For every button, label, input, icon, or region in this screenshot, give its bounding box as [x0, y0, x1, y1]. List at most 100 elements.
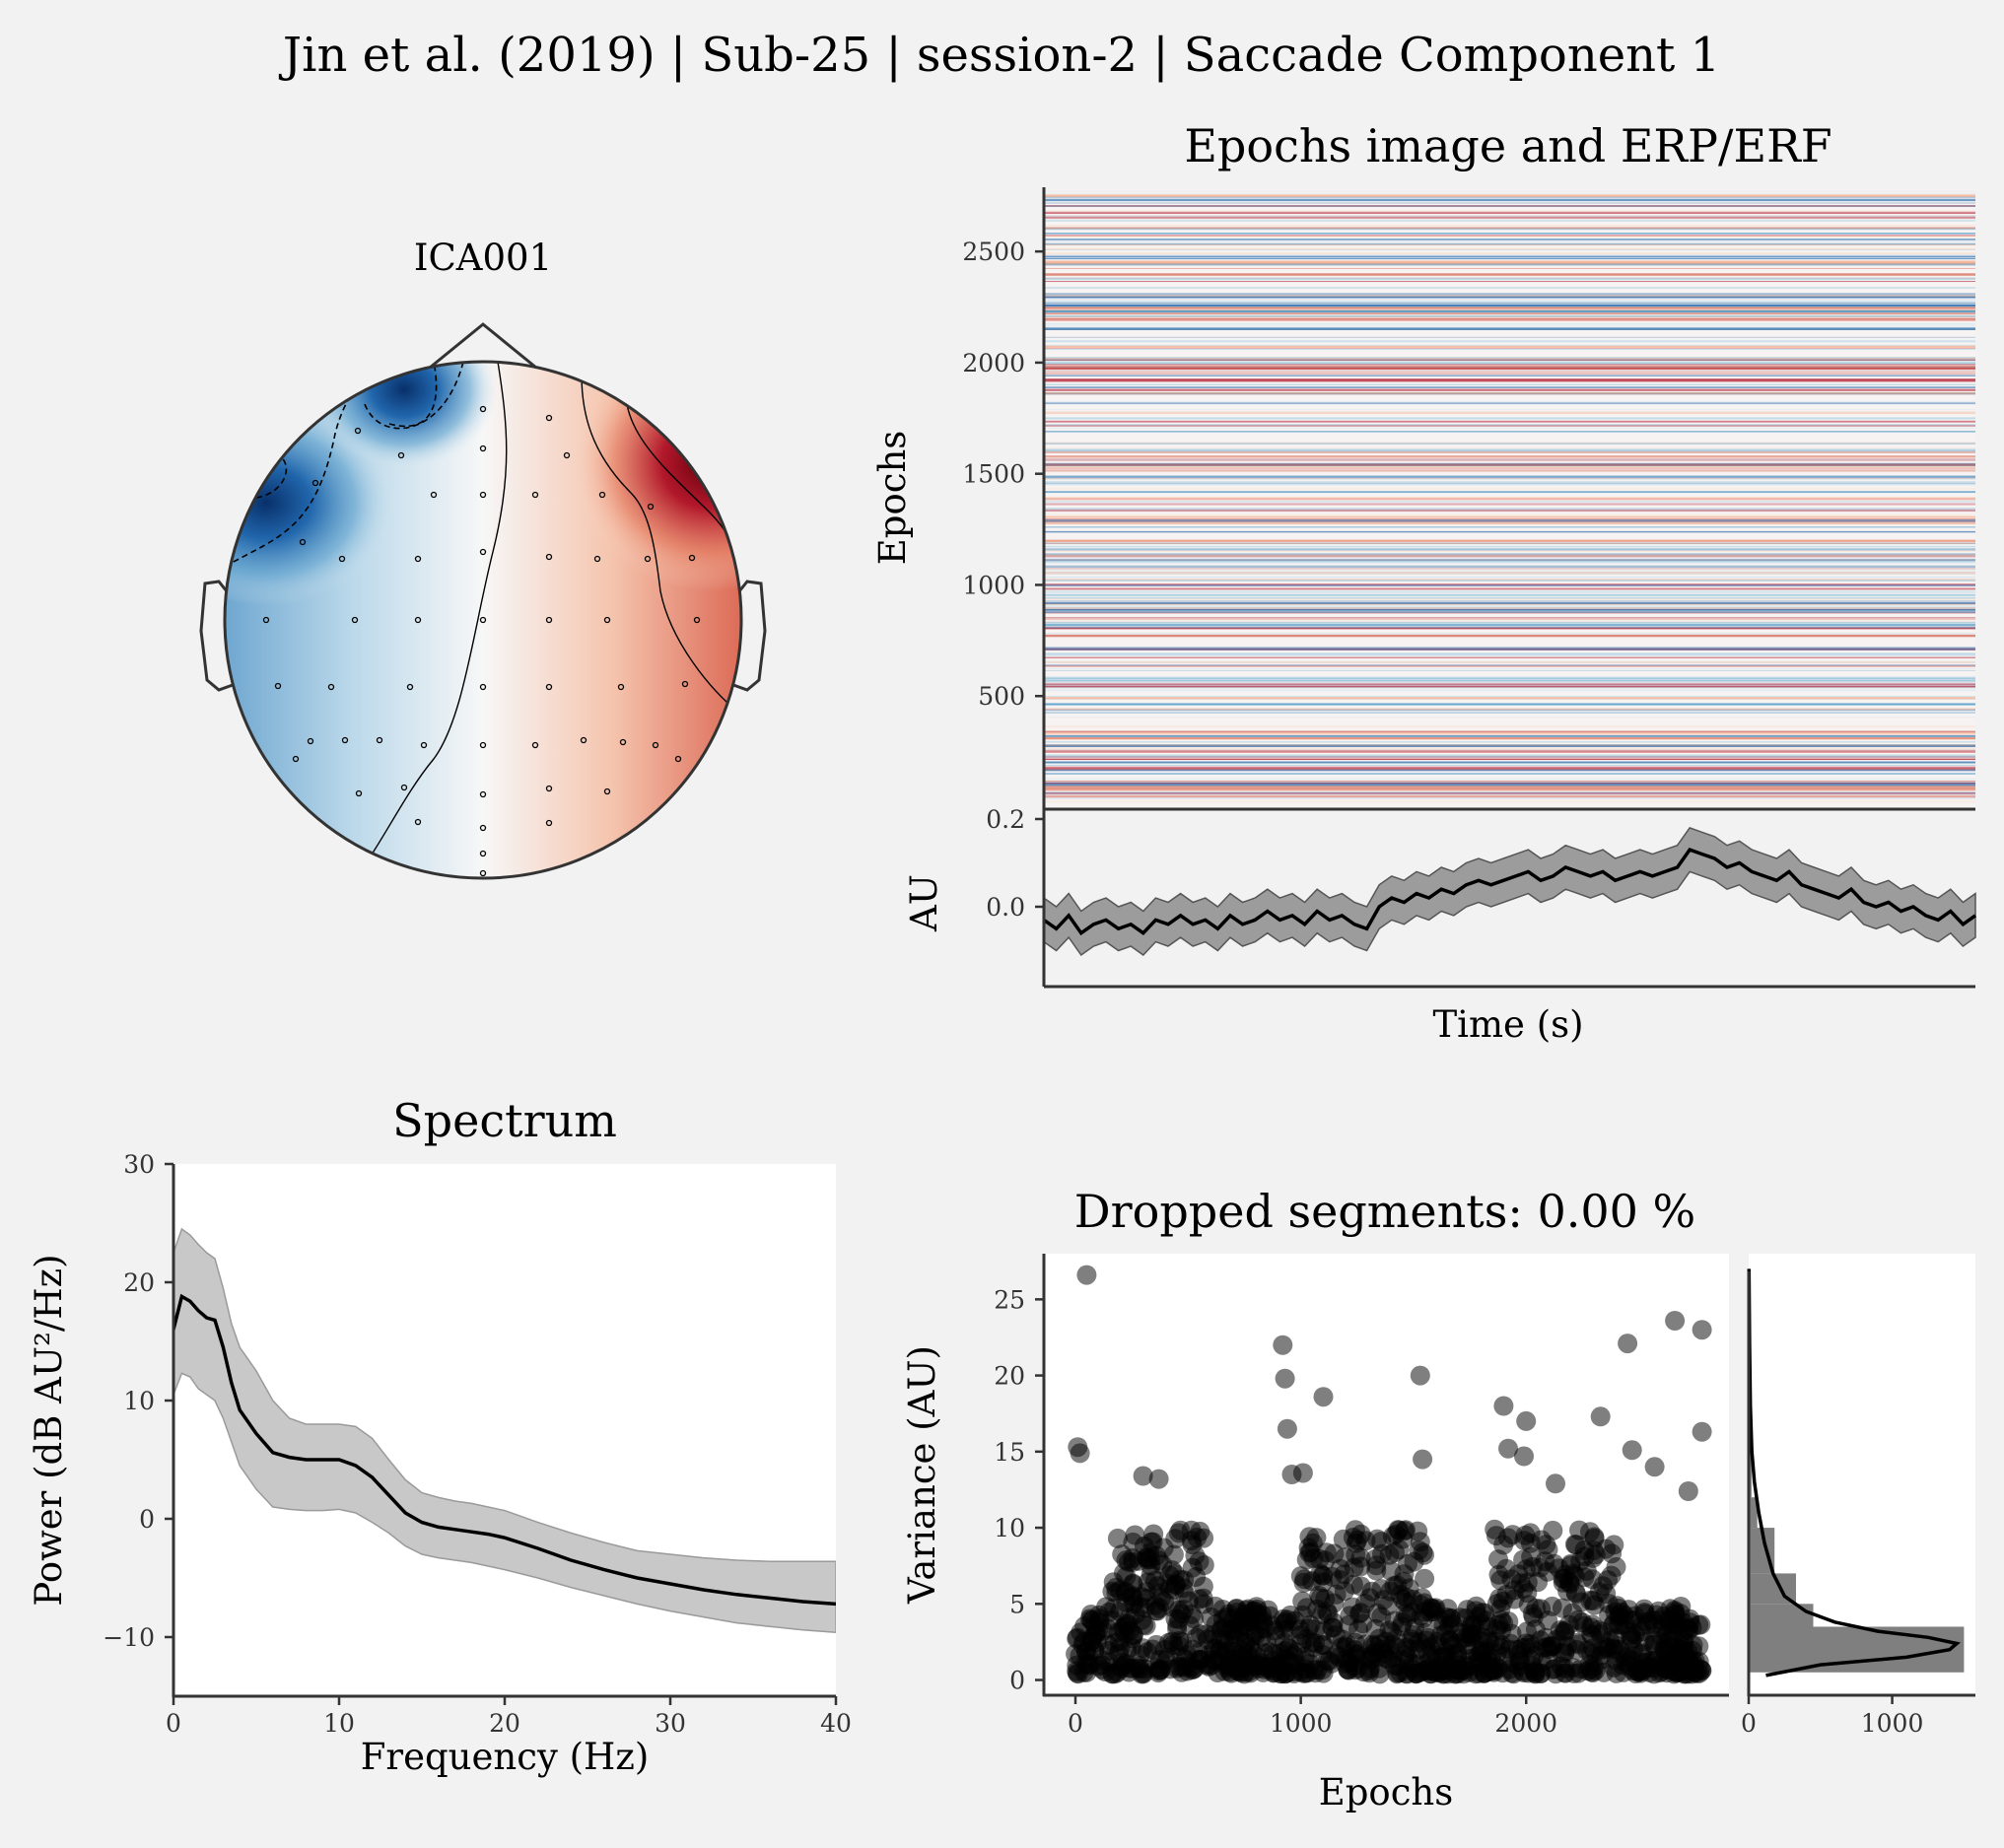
erp-ylabel: AU — [903, 874, 945, 932]
variance-point — [1277, 1418, 1297, 1439]
epoch-stripe — [1044, 267, 1975, 269]
sensor-dot — [563, 451, 571, 459]
epoch-stripe — [1044, 475, 1975, 478]
epoch-stripe — [1044, 212, 1975, 214]
epoch-stripe — [1044, 518, 1975, 520]
epoch-stripe — [1044, 604, 1975, 607]
variance-point — [1286, 1642, 1307, 1663]
variance-point — [1491, 1635, 1512, 1656]
epoch-stripe — [1044, 431, 1975, 433]
topomap-left-ear — [199, 580, 234, 692]
epoch-stripe — [1044, 314, 1975, 317]
epoch-stripe — [1044, 252, 1975, 255]
epoch-stripe — [1044, 297, 1975, 299]
epoch-stripe — [1044, 411, 1975, 415]
epoch-stripe — [1044, 708, 1975, 710]
ytick-label: 30 — [123, 1150, 155, 1179]
epoch-stripe — [1044, 418, 1975, 421]
ytick-label: 5 — [1009, 1590, 1025, 1618]
histogram-kde-line — [1747, 1268, 1961, 1677]
variance-point — [1393, 1529, 1414, 1549]
epoch-stripe — [1044, 687, 1975, 689]
epoch-stripe — [1044, 618, 1975, 621]
sensor-dot — [479, 445, 487, 452]
variance-point — [1163, 1544, 1184, 1565]
sensor-dot — [593, 555, 601, 563]
epoch-stripe — [1044, 357, 1975, 360]
sensor-dot — [351, 616, 359, 624]
variance-point — [1583, 1638, 1603, 1659]
epoch-stripe — [1044, 569, 1975, 572]
epoch-stripe — [1044, 539, 1975, 542]
variance-point — [1612, 1603, 1631, 1622]
variance-point — [1673, 1629, 1693, 1650]
variance-point — [1513, 1579, 1534, 1599]
epoch-stripe — [1044, 784, 1975, 787]
epoch-stripe — [1044, 670, 1975, 671]
epoch-stripe — [1044, 738, 1975, 740]
epoch-stripe — [1044, 626, 1975, 628]
variance-point — [1371, 1607, 1392, 1627]
epoch-stripe — [1044, 661, 1975, 663]
epochs-image-ylabel: Epochs — [871, 431, 914, 566]
epoch-stripe — [1044, 744, 1975, 747]
epoch-stripe — [1044, 740, 1975, 743]
variance-point — [1067, 1627, 1087, 1648]
epoch-stripe — [1044, 565, 1975, 569]
variance-xlabel: Epochs — [1319, 1771, 1454, 1814]
variance-point — [1301, 1632, 1322, 1653]
ytick-label: 20 — [994, 1362, 1025, 1391]
spectrum-ylabel: Power (dB AU²/Hz) — [28, 1254, 70, 1606]
epoch-stripe — [1044, 768, 1975, 771]
variance-point — [1116, 1615, 1136, 1636]
sensor-dot — [414, 616, 422, 624]
epoch-stripe — [1044, 568, 1975, 570]
epoch-stripe — [1044, 311, 1975, 315]
epoch-stripe — [1044, 324, 1975, 327]
epoch-stripe — [1044, 262, 1975, 265]
epoch-stripe — [1044, 541, 1975, 545]
variance-point — [1387, 1656, 1408, 1677]
epoch-stripe — [1044, 761, 1975, 764]
epoch-stripe — [1044, 469, 1975, 472]
epoch-stripe — [1044, 717, 1975, 719]
epoch-stripe — [1044, 425, 1975, 427]
epoch-stripe — [1044, 242, 1975, 245]
epoch-stripe — [1044, 576, 1975, 579]
ytick-label: 10 — [994, 1514, 1025, 1542]
epoch-stripe — [1044, 383, 1975, 385]
variance-point — [1428, 1635, 1449, 1655]
epoch-stripe — [1044, 273, 1975, 276]
variance-point — [1621, 1622, 1641, 1643]
epochs-image-stripes — [1044, 190, 1975, 803]
epoch-stripe — [1044, 400, 1975, 403]
sensor-dot — [652, 741, 659, 749]
variance-point — [1643, 1634, 1664, 1655]
variance-point — [1141, 1532, 1161, 1552]
epoch-stripe — [1044, 402, 1975, 405]
epoch-stripe — [1044, 192, 1975, 195]
epoch-stripe — [1044, 793, 1975, 795]
sensor-dot — [430, 491, 438, 499]
epoch-stripe — [1044, 754, 1975, 756]
sensor-dot — [479, 741, 487, 749]
epoch-stripe — [1044, 365, 1975, 368]
variance-point — [1493, 1396, 1514, 1416]
xtick-label: 2000 — [1494, 1709, 1557, 1738]
epoch-stripe — [1044, 408, 1975, 411]
sensor-dot — [619, 738, 627, 746]
sensor-dot — [479, 869, 487, 877]
epoch-stripe — [1044, 202, 1975, 204]
xtick-label: 0 — [1741, 1709, 1757, 1738]
epoch-stripe — [1044, 778, 1975, 781]
sensor-dot — [644, 555, 652, 563]
epoch-stripe — [1044, 755, 1975, 758]
variance-point — [1148, 1469, 1169, 1489]
variance-xticks: 0 1000 2000 — [1068, 1695, 1557, 1738]
sensor-dot — [479, 824, 487, 832]
epoch-stripe — [1044, 697, 1975, 700]
epoch-stripe — [1044, 322, 1975, 325]
topomap-title: ICA001 — [414, 237, 552, 279]
variance-point — [1667, 1613, 1688, 1634]
variance-point — [1474, 1603, 1494, 1623]
